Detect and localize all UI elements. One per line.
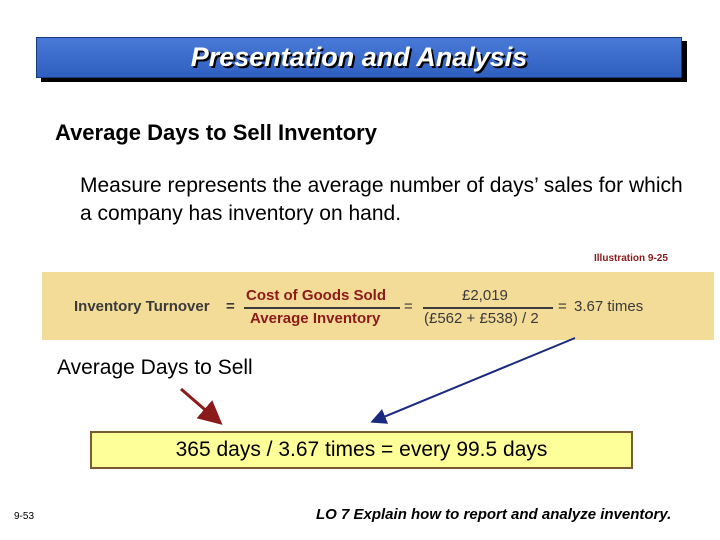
formula-band: Inventory Turnover = Cost of Goods Sold … <box>42 272 714 340</box>
formula-equals-2: = <box>404 298 413 315</box>
section-heading: Average Days to Sell Inventory <box>55 120 377 145</box>
slide-title: Presentation and Analysis <box>190 42 528 72</box>
arrow-from-turnover <box>370 337 576 424</box>
formula-numerator-value: £2,019 <box>462 287 508 304</box>
formula-equals-1: = <box>226 298 235 315</box>
formula-result: 3.67 times <box>574 298 644 315</box>
result-box: 365 days / 3.67 times = every 99.5 days <box>90 431 633 469</box>
formula-denominator-label: Average Inventory <box>250 310 381 327</box>
formula-numerator-label: Cost of Goods Sold <box>246 287 386 304</box>
title-banner: Presentation and Analysis <box>36 37 682 78</box>
learning-objective: LO 7 Explain how to report and analyze i… <box>316 506 672 523</box>
page-number: 9-53 <box>14 511 35 522</box>
body-text: Measure represents the average number of… <box>80 174 683 225</box>
formula-denominator-value: (£562 + £538) / 2 <box>424 310 539 327</box>
arrow-to-days <box>180 387 223 425</box>
sub-heading: Average Days to Sell <box>57 356 253 379</box>
formula-equals-3: = <box>558 298 567 315</box>
fraction-bar-2 <box>423 307 553 309</box>
result-text: 365 days / 3.67 times = every 99.5 days <box>175 438 548 461</box>
fraction-bar-1 <box>244 307 400 309</box>
illustration-label: Illustration 9-25 <box>594 253 668 264</box>
formula-lhs: Inventory Turnover <box>74 298 210 315</box>
